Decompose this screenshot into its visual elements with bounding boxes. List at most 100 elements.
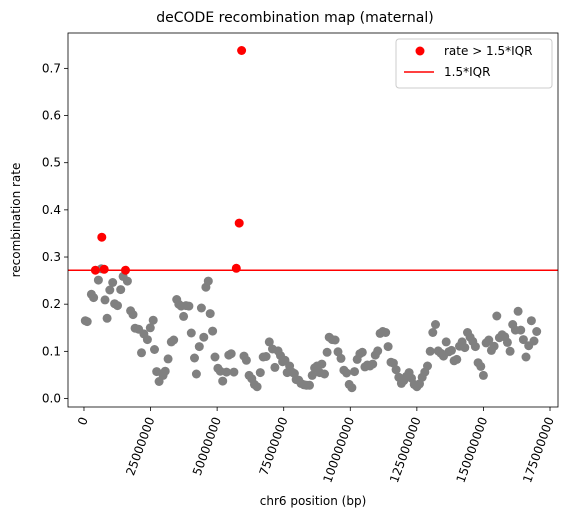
y-tick-label: 0.0 (42, 392, 61, 406)
data-point (205, 309, 215, 319)
outlier-points (90, 46, 247, 275)
outlier-point (237, 46, 247, 55)
data-point (184, 301, 194, 311)
data-point (492, 311, 502, 321)
data-point (179, 311, 189, 321)
data-point (513, 306, 523, 316)
data-point (148, 315, 158, 325)
data-point (357, 347, 367, 357)
data-point (190, 353, 199, 363)
data-point (122, 276, 132, 286)
data-point (222, 367, 231, 377)
data-point (89, 293, 99, 303)
y-tick-label: 0.5 (42, 156, 61, 170)
data-point (255, 368, 265, 378)
data-point (381, 328, 391, 337)
legend-outlier-label: rate > 1.5*IQR (444, 44, 532, 58)
data-point (93, 275, 103, 285)
x-axis-ticks: 0 25000000 50000000 75000000 100000000 125000… (75, 407, 557, 485)
data-point (270, 362, 280, 372)
data-point (368, 359, 378, 369)
data-point (128, 310, 138, 320)
data-point (203, 276, 213, 286)
legend-threshold-label: 1.5*IQR (444, 65, 490, 79)
data-point (252, 382, 262, 392)
data-point (478, 370, 488, 380)
data-point (113, 301, 122, 311)
data-point (196, 303, 206, 313)
data-point (226, 349, 236, 359)
data-point (261, 352, 271, 361)
data-point (425, 346, 435, 356)
y-tick-label: 0.4 (42, 203, 61, 217)
y-tick-label: 0.3 (42, 250, 61, 264)
data-point (186, 328, 196, 338)
data-point (484, 335, 494, 345)
x-tick-label: 0 (75, 415, 91, 427)
data-point (502, 337, 512, 347)
data-point (516, 325, 526, 335)
data-point (208, 326, 218, 336)
x-tick-label: 75000000 (256, 415, 290, 477)
x-tick-label: 50000000 (190, 415, 224, 477)
data-point (336, 353, 346, 363)
data-point (150, 345, 159, 354)
data-point (532, 327, 542, 336)
data-point (383, 342, 393, 352)
data-point (210, 352, 220, 362)
data-point (476, 361, 486, 371)
data-point (441, 337, 451, 347)
data-point (160, 366, 170, 376)
x-tick-label: 125000000 (387, 415, 424, 484)
data-point (105, 285, 115, 295)
data-point (100, 295, 110, 305)
outlier-point (99, 264, 109, 274)
data-point (505, 346, 515, 356)
data-point (218, 376, 228, 386)
data-point (142, 335, 152, 345)
outlier-point (231, 263, 241, 273)
y-tick-label: 0.1 (42, 344, 61, 358)
x-axis-label: chr6 position (bp) (260, 494, 367, 508)
data-point (169, 335, 179, 345)
plot-area (68, 46, 558, 393)
data-point (391, 365, 401, 375)
data-point (526, 316, 536, 326)
x-tick-label: 150000000 (454, 415, 491, 484)
data-point (191, 369, 201, 379)
data-point (330, 335, 340, 345)
data-point (460, 343, 470, 353)
data-point (322, 347, 332, 357)
y-tick-label: 0.7 (42, 61, 61, 75)
y-axis-ticks: 0.0 0.1 0.2 0.3 0.4 0.5 0.6 0.7 (42, 61, 68, 406)
x-tick-label: 175000000 (520, 415, 557, 484)
data-point (137, 348, 146, 358)
data-point (82, 317, 92, 327)
legend-box (395, 38, 553, 89)
data-point (307, 370, 317, 380)
chart-title: deCODE recombination map (maternal) (156, 10, 433, 26)
data-point (431, 320, 440, 329)
y-axis-label: recombination rate (9, 163, 23, 278)
legend: rate > 1.5*IQR 1.5*IQR (395, 38, 553, 89)
data-point (447, 345, 456, 355)
plot-frame (67, 32, 559, 408)
data-point (521, 352, 531, 362)
data-point (145, 323, 155, 333)
data-point (163, 354, 173, 364)
legend-outlier-marker (415, 46, 425, 56)
data-point (423, 361, 432, 371)
data-point (108, 278, 118, 287)
data-point (264, 337, 274, 347)
x-tick-label: 25000000 (123, 415, 157, 477)
data-point (529, 336, 539, 346)
data-point (428, 328, 438, 337)
data-point (489, 341, 499, 351)
data-point (518, 335, 528, 345)
data-point (350, 367, 359, 377)
data-point (116, 285, 126, 295)
data-point (317, 359, 327, 369)
data-point (241, 355, 251, 365)
outlier-point (234, 218, 244, 228)
